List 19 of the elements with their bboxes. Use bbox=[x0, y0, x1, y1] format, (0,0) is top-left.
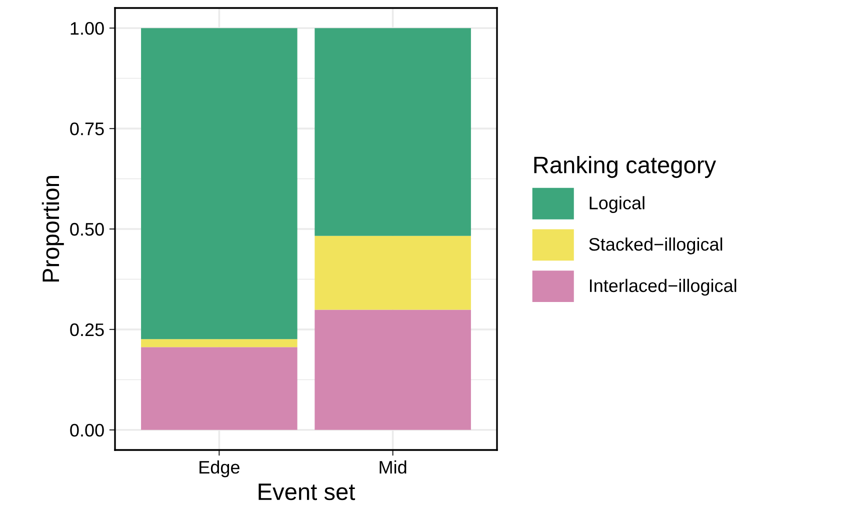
y-tick-label: 1.00 bbox=[70, 22, 104, 35]
legend-label: Interlaced−illogical bbox=[590, 278, 736, 296]
y-tick-label: 0.25 bbox=[70, 323, 104, 336]
bar bbox=[141, 347, 298, 430]
y-tick-label: 0.75 bbox=[70, 122, 104, 136]
legend-label: Stacked−illogical bbox=[589, 237, 722, 254]
legend-label: Logical bbox=[590, 196, 644, 213]
bar bbox=[314, 28, 471, 236]
x-axis-title: Event set bbox=[258, 484, 356, 500]
y-axis-title: Proportion bbox=[42, 176, 64, 282]
bar bbox=[141, 339, 298, 348]
bar bbox=[314, 236, 471, 310]
y-tick-label: 0.00 bbox=[70, 424, 104, 437]
bar bbox=[314, 310, 471, 430]
bar bbox=[141, 28, 298, 340]
legend-title: Ranking category bbox=[534, 156, 716, 178]
y-tick-label: 0.50 bbox=[70, 222, 104, 236]
x-tick-label: Edge bbox=[200, 460, 240, 478]
x-tick-label: Mid bbox=[380, 460, 406, 474]
